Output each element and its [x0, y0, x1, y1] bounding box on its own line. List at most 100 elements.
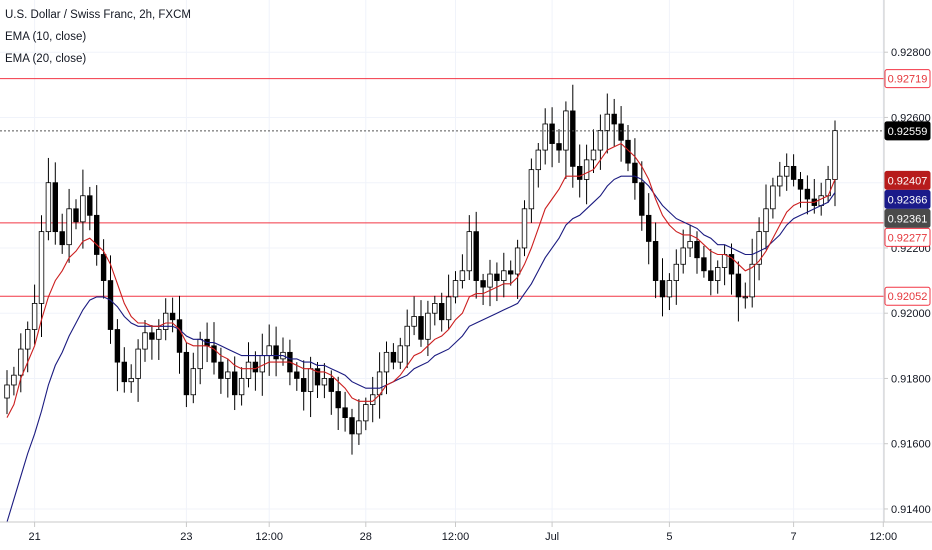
- candle-body: [80, 195, 86, 223]
- legend-title: U.S. Dollar / Swiss Franc, 2h, FXCM: [5, 9, 191, 21]
- candle: [432, 295, 438, 326]
- price-label-badge: 0.92277: [884, 227, 931, 247]
- y-tick-label: 0.91600: [891, 439, 931, 451]
- candle-body: [646, 214, 652, 242]
- candle: [52, 162, 58, 245]
- candle: [487, 259, 493, 307]
- candle-body: [11, 374, 17, 386]
- price-label-text: 0.92366: [888, 194, 928, 206]
- candle-body: [128, 378, 134, 383]
- candle: [563, 101, 569, 179]
- candle: [728, 243, 735, 295]
- chart-legend: U.S. Dollar / Swiss Franc, 2h, FXCM EMA …: [5, 4, 191, 70]
- candle: [701, 245, 707, 278]
- ema10-line: [6, 142, 836, 418]
- candle-body: [245, 361, 252, 379]
- candle: [542, 108, 548, 165]
- price-label-badge: 0.92559: [884, 121, 931, 141]
- candle-body: [618, 123, 624, 141]
- price-label-badge: 0.92366: [884, 189, 931, 209]
- candle-body: [190, 368, 196, 396]
- candle-body: [763, 208, 769, 233]
- candle: [535, 142, 541, 188]
- candle-body: [328, 378, 334, 392]
- candle: [252, 351, 259, 391]
- price-label-bg: [884, 286, 931, 306]
- candle-body: [790, 165, 797, 180]
- price-labels: 0.92719 0.92559 0.92407 0.92366 0.92361 0.922…: [884, 69, 931, 306]
- candle-body: [611, 113, 617, 125]
- candle-body: [597, 130, 604, 151]
- horizontal-lines: [0, 78, 884, 297]
- x-tick-label: 23: [180, 531, 192, 543]
- candle: [266, 324, 272, 376]
- candle: [321, 363, 328, 399]
- x-tick-label: 21: [28, 531, 40, 543]
- candle-body: [390, 351, 397, 363]
- y-tick-label: 0.92000: [891, 308, 931, 320]
- candle-body: [231, 371, 238, 396]
- candle-body: [149, 332, 155, 340]
- candle-body: [487, 273, 493, 288]
- candle-body: [121, 361, 127, 383]
- candle-body: [266, 345, 272, 357]
- candle-body: [135, 348, 141, 379]
- candle: [59, 213, 65, 254]
- candle: [314, 362, 321, 398]
- candle: [183, 342, 190, 408]
- price-label-bg: [884, 69, 931, 89]
- grid-layer: [0, 0, 884, 522]
- candle-body: [259, 355, 265, 373]
- candle: [680, 229, 686, 274]
- candle-body: [342, 407, 348, 419]
- candle: [190, 352, 196, 404]
- candle-body: [38, 231, 45, 304]
- candle: [128, 364, 134, 393]
- candle: [397, 337, 403, 370]
- candle-body: [604, 113, 610, 131]
- candle: [749, 238, 755, 308]
- candle-body: [156, 329, 162, 340]
- candle: [618, 106, 624, 162]
- candle: [225, 358, 231, 398]
- candle-body: [735, 273, 742, 298]
- candle-body: [501, 270, 507, 281]
- candle-body: [590, 149, 597, 161]
- candle-body: [114, 329, 121, 363]
- candle-body: [570, 110, 576, 167]
- candle-body: [162, 312, 169, 330]
- candle-body: [197, 338, 203, 370]
- x-tick-label: 5: [666, 531, 672, 543]
- candle: [142, 319, 148, 362]
- candle: [328, 370, 334, 415]
- candle-body: [18, 348, 24, 376]
- candle: [11, 366, 17, 396]
- candle-body: [659, 280, 666, 298]
- candle: [639, 161, 645, 231]
- candle-body: [376, 371, 383, 396]
- candles: [4, 84, 838, 455]
- candle-body: [708, 270, 714, 281]
- price-label-badge: 0.92407: [884, 170, 931, 190]
- candle: [556, 129, 562, 163]
- candle: [135, 339, 141, 402]
- candle: [45, 157, 52, 241]
- candle-body: [300, 378, 307, 392]
- candle-body: [777, 175, 783, 187]
- candle-body: [639, 182, 645, 216]
- candle-body: [818, 195, 824, 206]
- candle: [673, 249, 679, 305]
- candle-body: [24, 329, 31, 350]
- price-label-text: 0.92052: [888, 291, 928, 303]
- candle: [349, 408, 355, 455]
- y-tick-label: 0.91400: [891, 504, 931, 516]
- candle-body: [218, 361, 224, 379]
- candle-body: [528, 169, 535, 210]
- candle-body: [728, 254, 735, 275]
- candle-body: [225, 371, 231, 379]
- candle-body: [466, 231, 472, 272]
- candle: [459, 254, 466, 289]
- candle-body: [335, 391, 341, 409]
